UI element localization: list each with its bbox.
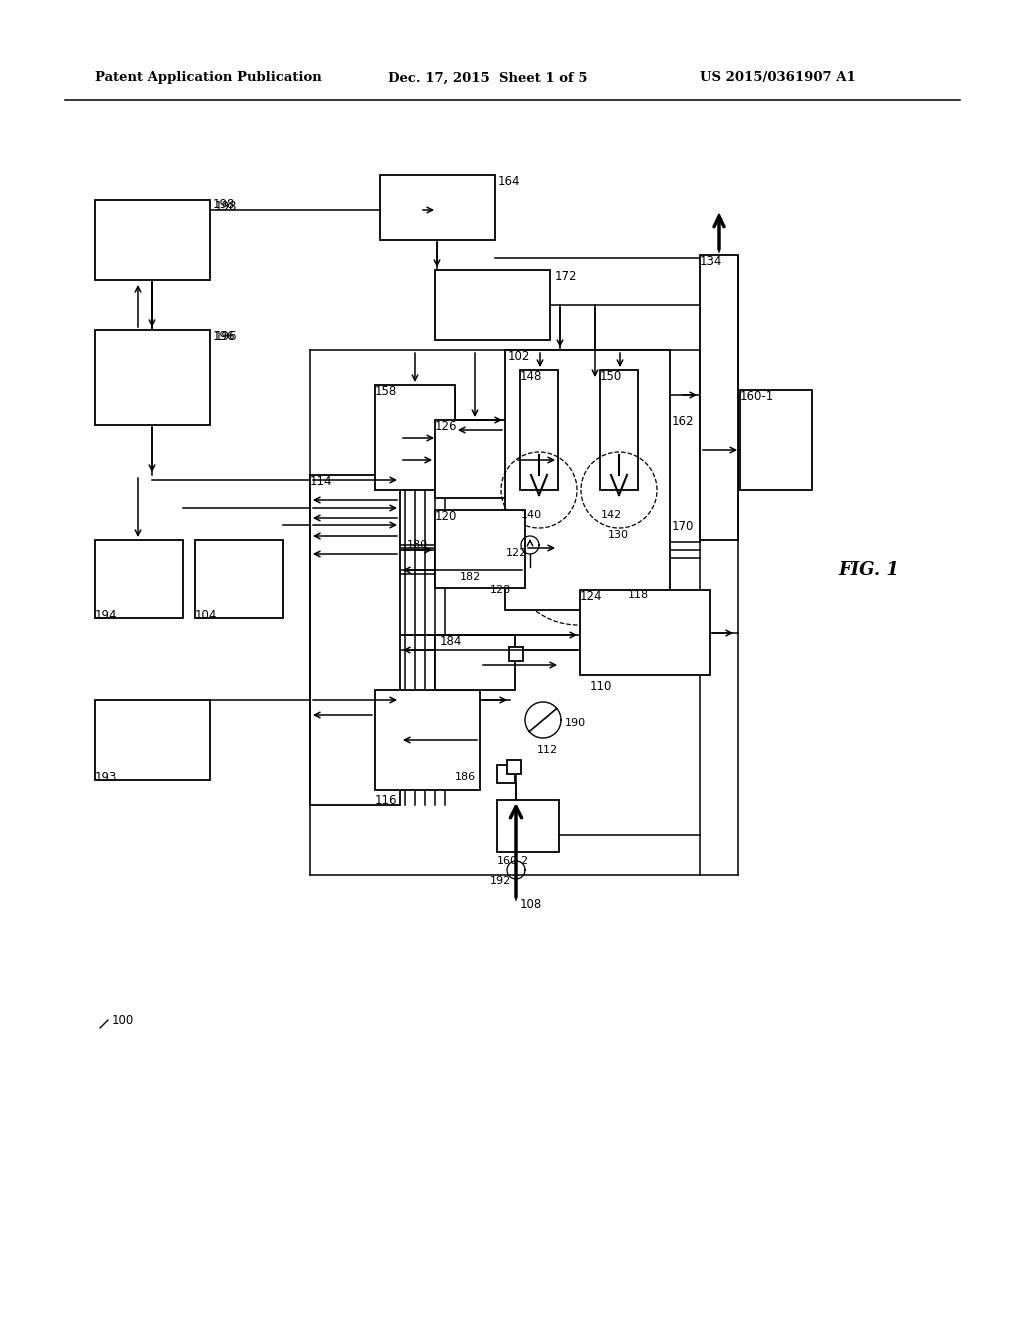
Text: 184: 184 (440, 635, 463, 648)
Text: 164: 164 (498, 176, 520, 187)
Bar (95, 330, 210, 425)
Text: 190: 190 (565, 718, 586, 729)
Text: 126: 126 (435, 420, 458, 433)
Text: 114: 114 (310, 475, 333, 488)
Text: 124: 124 (580, 590, 602, 603)
Text: 172: 172 (555, 271, 578, 282)
Text: Dec. 17, 2015  Sheet 1 of 5: Dec. 17, 2015 Sheet 1 of 5 (388, 71, 588, 84)
Bar (95, 700, 210, 780)
Bar (740, 389, 812, 490)
Text: 186: 186 (455, 772, 476, 781)
Bar (380, 176, 495, 240)
Bar (520, 370, 558, 490)
Bar (435, 510, 525, 587)
Text: 160-1: 160-1 (740, 389, 774, 403)
Text: 198: 198 (213, 198, 236, 211)
Text: 140: 140 (521, 510, 542, 520)
Bar (310, 475, 400, 805)
Bar (505, 350, 670, 610)
Text: 170: 170 (672, 520, 694, 533)
Text: 134: 134 (700, 255, 722, 268)
Text: 104: 104 (195, 609, 217, 622)
Bar (435, 420, 515, 498)
Text: 142: 142 (601, 510, 623, 520)
Bar (375, 385, 455, 490)
Text: 180: 180 (407, 540, 428, 550)
Bar (497, 800, 559, 851)
Text: 196: 196 (215, 330, 238, 343)
Bar (195, 540, 283, 618)
Bar (435, 271, 550, 341)
Text: 122: 122 (506, 548, 527, 558)
Bar (498, 565, 516, 583)
Text: 118: 118 (628, 590, 649, 601)
Text: 160-2: 160-2 (497, 855, 529, 866)
Text: 110: 110 (590, 680, 612, 693)
Text: 120: 120 (435, 510, 458, 523)
Text: Patent Application Publication: Patent Application Publication (95, 71, 322, 84)
Text: 196: 196 (213, 330, 236, 343)
Text: 182: 182 (460, 572, 481, 582)
Text: US 2015/0361907 A1: US 2015/0361907 A1 (700, 71, 856, 84)
Text: FIG. 1: FIG. 1 (838, 561, 899, 579)
Bar (507, 760, 521, 774)
Text: 194: 194 (95, 609, 118, 622)
Bar (375, 690, 480, 789)
Text: 116: 116 (375, 795, 397, 807)
Bar (95, 540, 183, 618)
Text: 112: 112 (537, 744, 558, 755)
Text: 128: 128 (490, 585, 511, 595)
Text: 193: 193 (95, 771, 118, 784)
Text: 100: 100 (112, 1014, 134, 1027)
Bar (600, 370, 638, 490)
Text: 150: 150 (600, 370, 623, 383)
Text: 162: 162 (672, 414, 694, 428)
Bar (700, 255, 738, 540)
Bar (95, 201, 210, 280)
Text: 102: 102 (508, 350, 530, 363)
Text: 108: 108 (520, 898, 543, 911)
Text: 158: 158 (375, 385, 397, 399)
Bar (497, 766, 515, 783)
Bar (580, 590, 710, 675)
Text: 130: 130 (608, 531, 629, 540)
Text: 192: 192 (490, 876, 511, 886)
Bar (509, 647, 523, 661)
Bar (435, 635, 515, 690)
Text: 198: 198 (215, 201, 238, 213)
Text: 148: 148 (520, 370, 543, 383)
